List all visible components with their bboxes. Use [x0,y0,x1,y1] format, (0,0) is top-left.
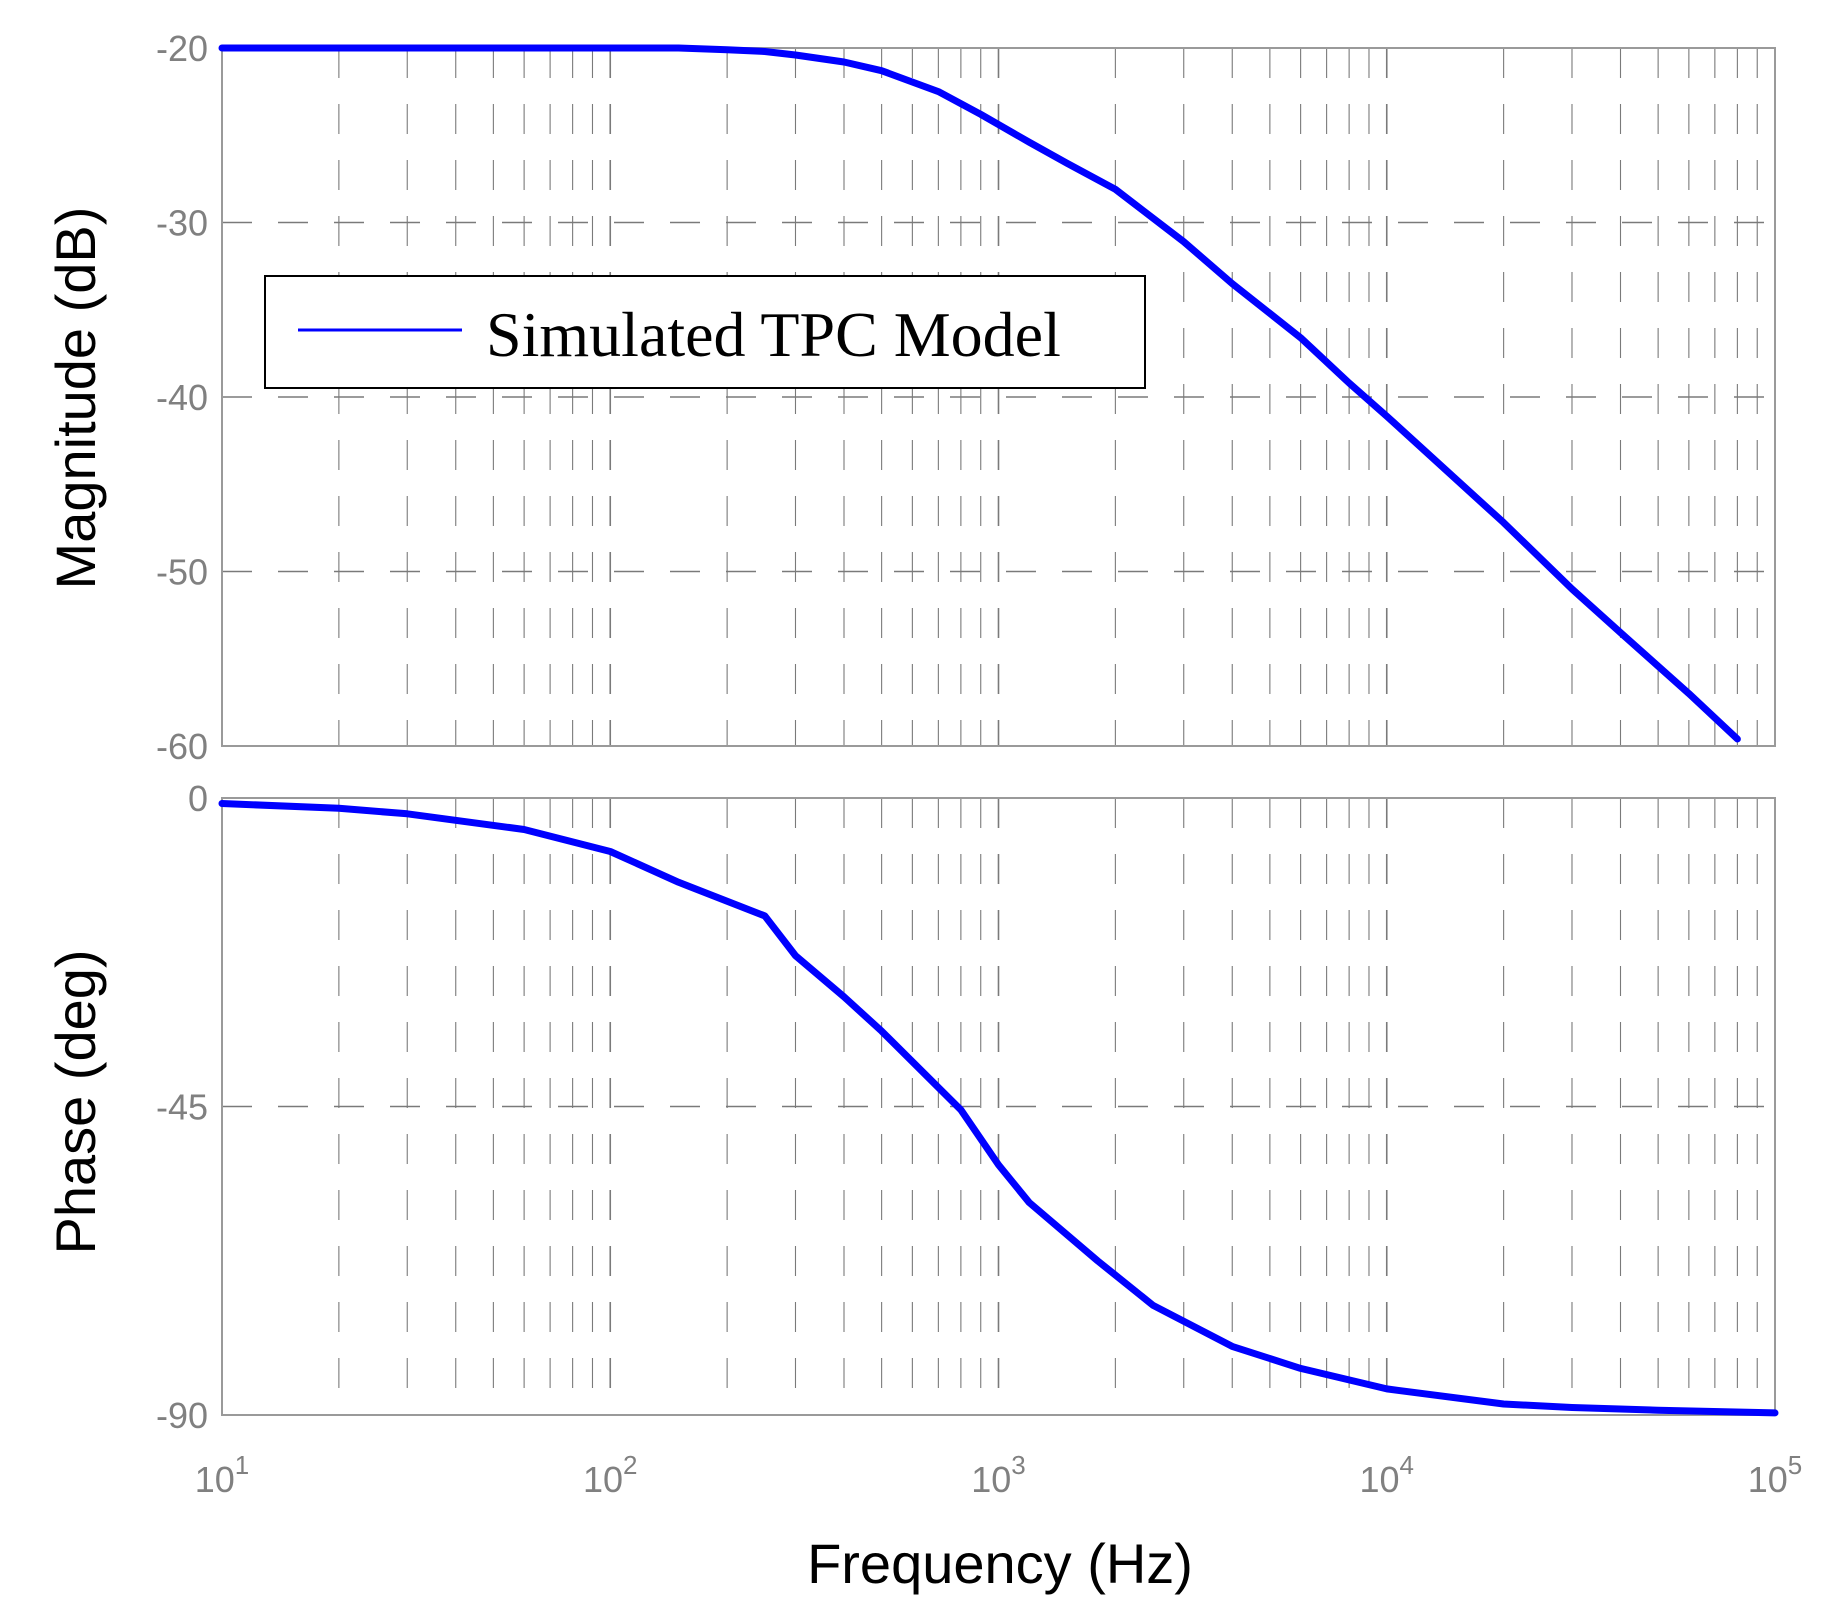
x-tick-label: 102 [583,1450,638,1500]
phase-y-tick-label: 0 [188,778,208,819]
phase-y-axis-label: Phase (deg) [44,949,107,1254]
x-axis-label: Frequency (Hz) [807,1532,1193,1595]
phase-y-tick-label: -90 [156,1395,208,1436]
x-tick-label: 101 [195,1450,250,1500]
magnitude-series-line [218,44,1741,743]
magnitude-panel: -20 -30 -40 -50 -60 [156,28,1776,767]
legend-entry-label: Simulated TPC Model [486,299,1061,370]
phase-series-line [218,800,1779,1417]
phase-y-tick-label: -45 [156,1087,208,1128]
legend: Simulated TPC Model [264,275,1146,389]
magnitude-axes-frame [221,47,1776,747]
phase-axes-frame [221,797,1776,1416]
magnitude-y-axis-label: Magnitude (dB) [44,207,107,590]
x-tick-labels: 101 102 103 104 105 [195,1450,1803,1500]
magnitude-y-tick-label: -50 [156,552,208,593]
magnitude-y-tick-label: -30 [156,203,208,244]
x-tick-label: 105 [1748,1450,1803,1500]
x-tick-label: 103 [971,1450,1026,1500]
legend-box [264,275,1146,389]
magnitude-y-tick-label: -40 [156,377,208,418]
magnitude-y-tick-label: -20 [156,28,208,69]
phase-panel: 0 -45 -90 [156,778,1779,1436]
x-tick-label: 104 [1359,1450,1414,1500]
magnitude-y-tick-label: -60 [156,726,208,767]
